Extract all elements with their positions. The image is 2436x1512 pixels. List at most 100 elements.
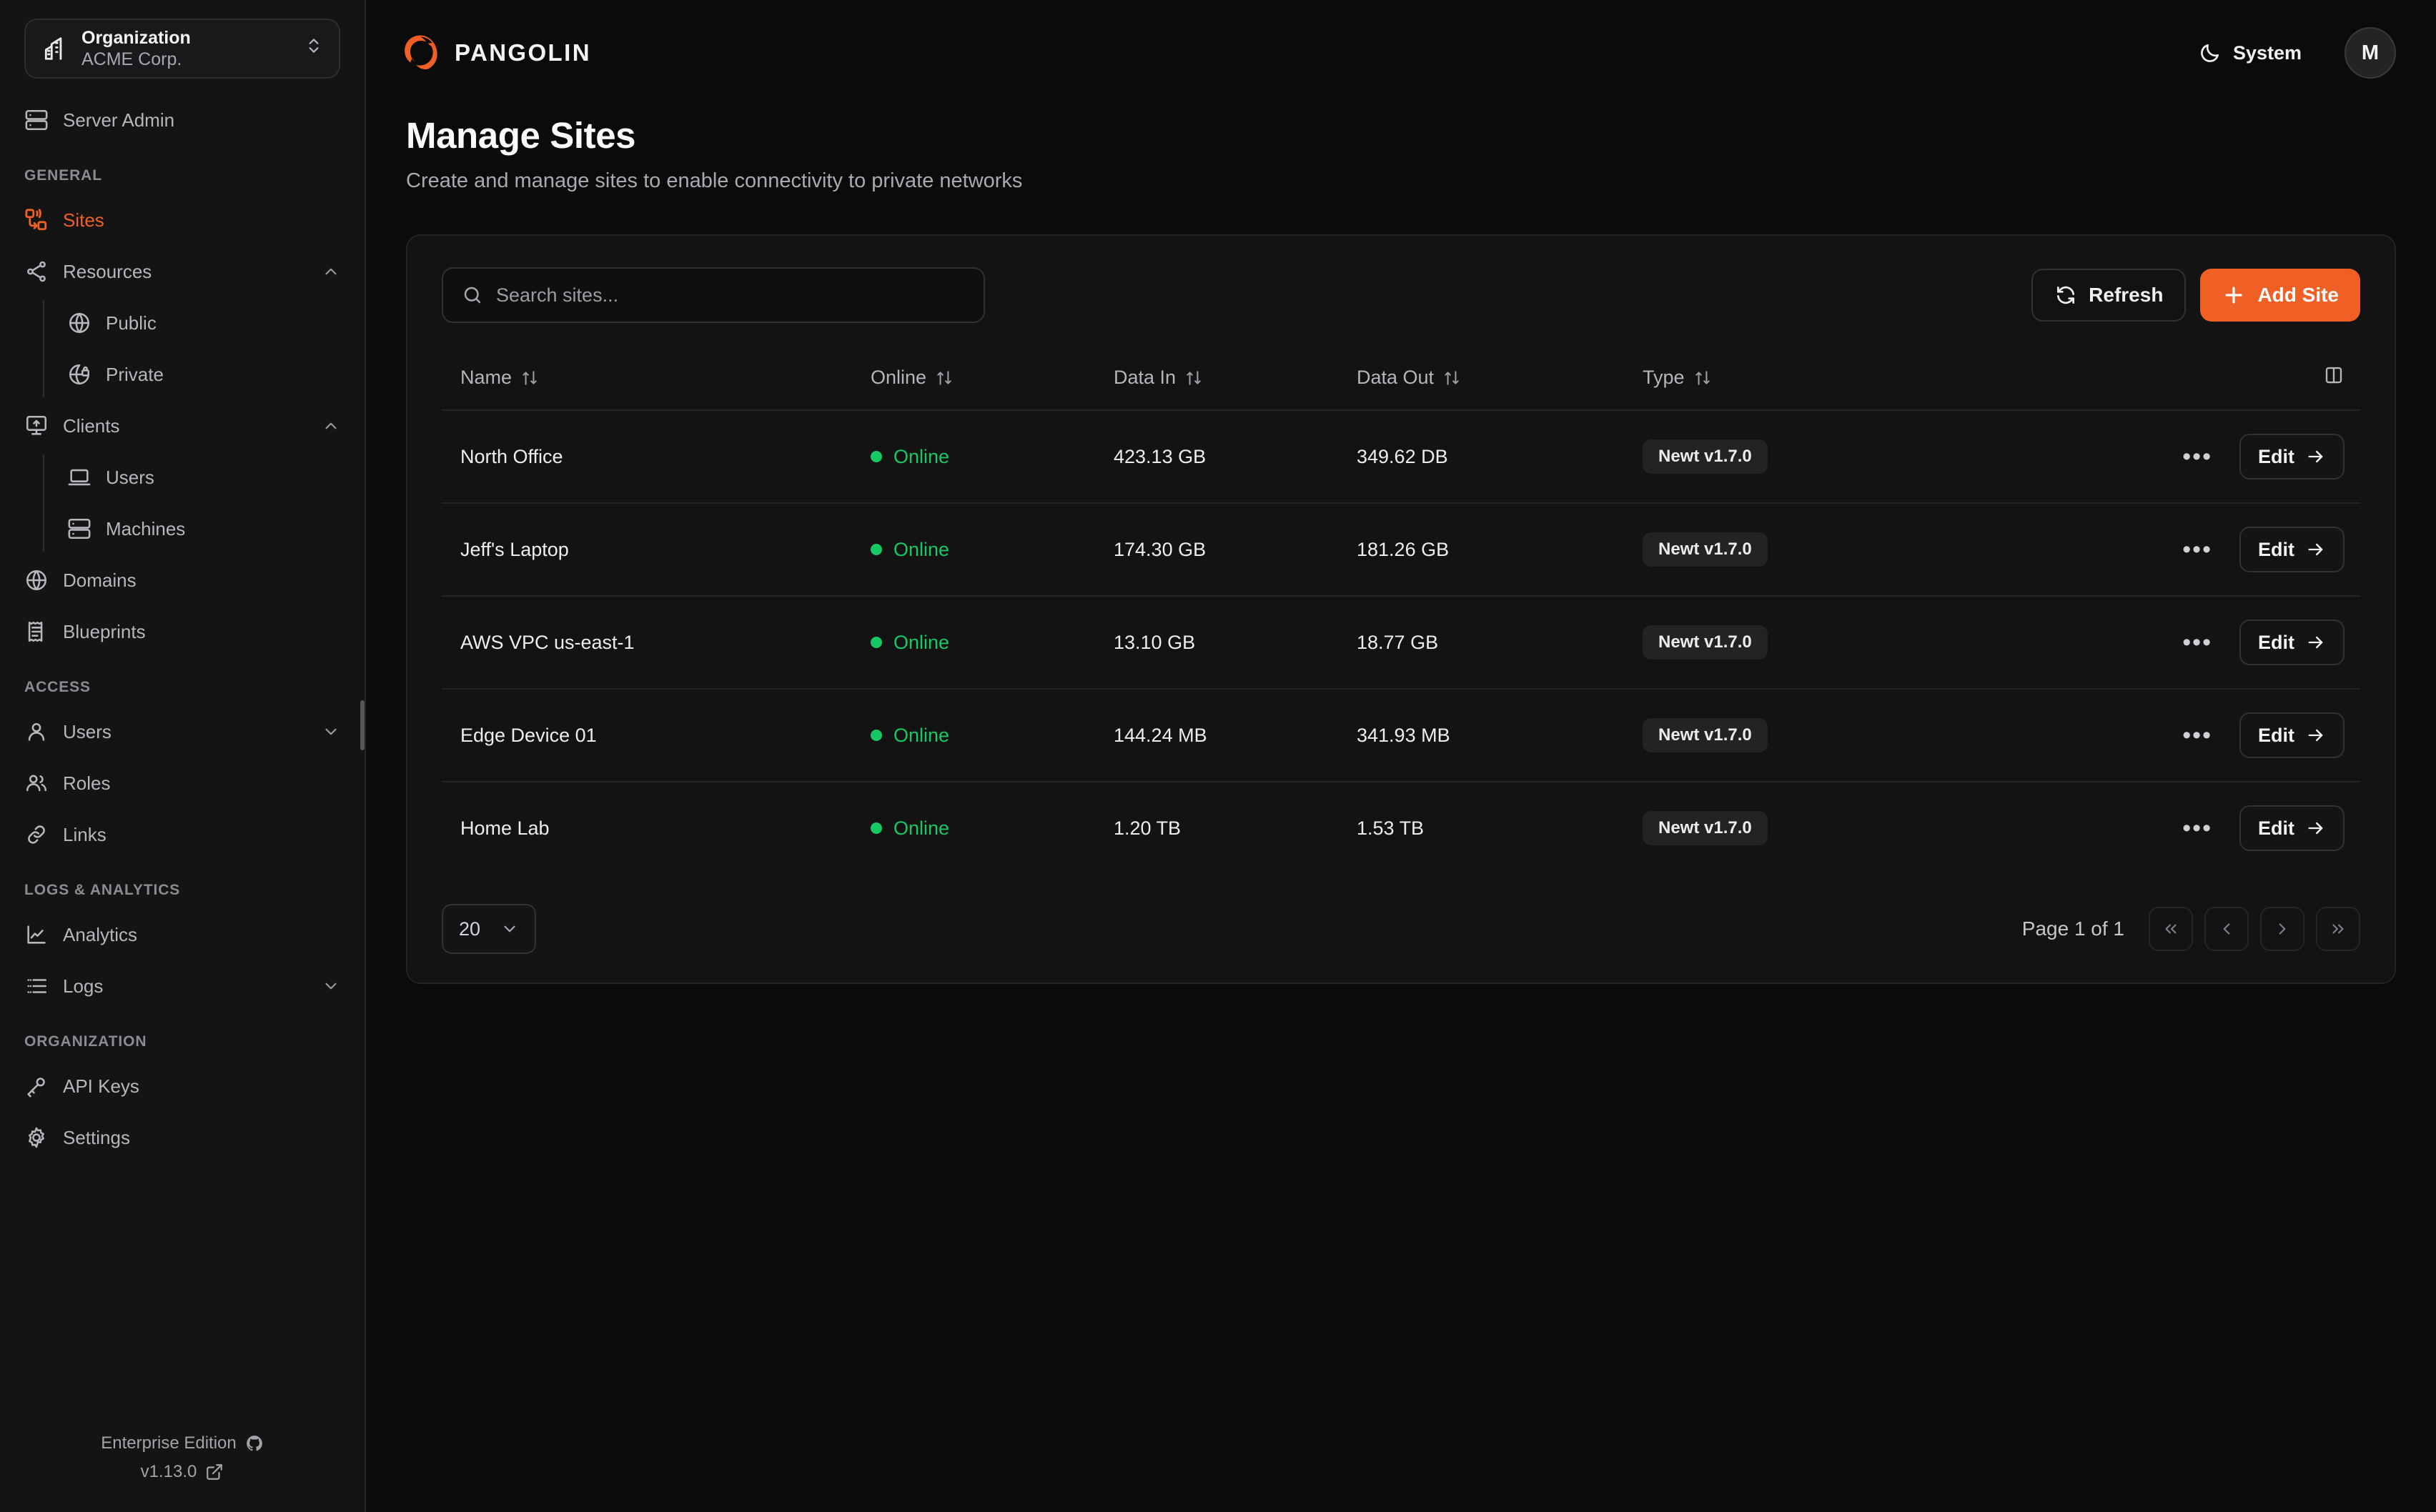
arrow-right-icon xyxy=(2306,539,2326,559)
cell-actions: ••• Edit xyxy=(2086,595,2360,689)
column-header-data-in[interactable]: Data In xyxy=(1114,349,1357,410)
edit-label: Edit xyxy=(2258,631,2294,653)
cell-type: Newt v1.7.0 xyxy=(1643,595,2086,689)
edit-label: Edit xyxy=(2258,538,2294,560)
sidebar-item-label: Analytics xyxy=(63,923,138,945)
table-row[interactable]: Edge Device 01 Online 144.24 MB 341.93 M… xyxy=(442,688,2360,782)
sidebar-item-label: Machines xyxy=(106,517,186,539)
list-icon xyxy=(24,974,49,998)
page-header: Manage Sites Create and manage sites to … xyxy=(366,106,2436,193)
version-line[interactable]: v1.13.0 xyxy=(0,1458,365,1486)
sidebar-item-users-clients[interactable]: Users xyxy=(43,452,365,503)
column-label: Data Out xyxy=(1357,367,1435,388)
status-badge: Online xyxy=(893,724,950,746)
pagination-buttons xyxy=(2149,907,2360,951)
sidebar-item-sites[interactable]: Sites xyxy=(0,194,365,246)
status-dot xyxy=(871,544,882,556)
sidebar-item-label: Blueprints xyxy=(63,620,146,642)
edit-button[interactable]: Edit xyxy=(2239,527,2345,572)
sidebar-item-server-admin[interactable]: Server Admin xyxy=(0,94,365,146)
edition-line[interactable]: Enterprise Edition xyxy=(0,1429,365,1458)
sidebar-item-clients[interactable]: Clients xyxy=(0,400,365,452)
sidebar-item-settings[interactable]: Settings xyxy=(0,1112,365,1163)
sidebar-item-logs[interactable]: Logs xyxy=(0,960,365,1012)
add-site-button[interactable]: Add Site xyxy=(2200,269,2360,322)
sidebar-item-links[interactable]: Links xyxy=(0,809,365,860)
type-badge: Newt v1.7.0 xyxy=(1643,718,1768,752)
column-header-online[interactable]: Online xyxy=(871,349,1114,410)
globe-icon xyxy=(24,568,49,592)
ellipsis-icon[interactable]: ••• xyxy=(2182,628,2212,656)
edit-button[interactable]: Edit xyxy=(2239,712,2345,758)
column-header-name[interactable]: Name xyxy=(442,349,871,410)
chevron-down-icon xyxy=(500,920,519,938)
table-row[interactable]: North Office Online 423.13 GB 349.62 DB … xyxy=(442,409,2360,503)
sidebar-item-analytics[interactable]: Analytics xyxy=(0,909,365,960)
ellipsis-icon[interactable]: ••• xyxy=(2182,814,2212,842)
edit-button[interactable]: Edit xyxy=(2239,805,2345,851)
sidebar-item-api-keys[interactable]: API Keys xyxy=(0,1060,365,1112)
search-input[interactable] xyxy=(496,284,965,307)
sidebar-item-private[interactable]: Private xyxy=(43,349,365,400)
table-row[interactable]: Jeff's Laptop Online 174.30 GB 181.26 GB… xyxy=(442,502,2360,596)
sidebar-item-label: Resources xyxy=(63,260,152,282)
cell-name: Home Lab xyxy=(442,781,871,874)
link-icon xyxy=(24,822,49,847)
ellipsis-icon[interactable]: ••• xyxy=(2182,721,2212,749)
search-box[interactable] xyxy=(442,267,985,323)
next-page-button[interactable] xyxy=(2260,907,2304,951)
cell-type: Newt v1.7.0 xyxy=(1643,409,2086,503)
sidebar-item-label: Sites xyxy=(63,209,104,231)
edit-label: Edit xyxy=(2258,445,2294,467)
sort-icon xyxy=(935,369,954,387)
sidebar-item-blueprints[interactable]: Blueprints xyxy=(0,606,365,657)
sidebar-item-label: Clients xyxy=(63,414,120,437)
page-subtitle: Create and manage sites to enable connec… xyxy=(406,169,1023,192)
refresh-label: Refresh xyxy=(2089,284,2164,306)
column-header-type[interactable]: Type xyxy=(1643,349,2086,410)
column-label: Online xyxy=(871,367,927,388)
sidebar-item-users[interactable]: Users xyxy=(0,706,365,757)
last-page-button[interactable] xyxy=(2316,907,2360,951)
organization-switcher[interactable]: Organization ACME Corp. xyxy=(24,19,340,79)
edit-button[interactable]: Edit xyxy=(2239,620,2345,665)
sidebar-item-public[interactable]: Public xyxy=(43,297,365,349)
sidebar-item-label: Settings xyxy=(63,1126,130,1148)
table-row[interactable]: AWS VPC us-east-1 Online 13.10 GB 18.77 … xyxy=(442,595,2360,689)
brand-name: PANGOLIN xyxy=(455,39,591,66)
globe-lock-icon xyxy=(67,362,91,387)
sidebar-item-machines[interactable]: Machines xyxy=(43,503,365,554)
refresh-button[interactable]: Refresh xyxy=(2031,269,2187,322)
page-size-select[interactable]: 20 xyxy=(442,904,537,954)
sidebar-section-general: GENERAL xyxy=(24,167,102,184)
column-header-data-out[interactable]: Data Out xyxy=(1357,349,1643,410)
first-page-button[interactable] xyxy=(2149,907,2193,951)
sidebar-item-domains[interactable]: Domains xyxy=(0,554,365,606)
chevron-up-icon[interactable] xyxy=(322,417,340,435)
chevron-down-icon[interactable] xyxy=(322,977,340,995)
ellipsis-icon[interactable]: ••• xyxy=(2182,535,2212,563)
sidebar-item-label: Domains xyxy=(63,569,137,591)
prev-page-button[interactable] xyxy=(2204,907,2249,951)
sidebar-item-resources[interactable]: Resources xyxy=(0,246,365,297)
cell-online: Online xyxy=(871,781,1114,874)
ellipsis-icon[interactable]: ••• xyxy=(2182,442,2212,470)
edit-button[interactable]: Edit xyxy=(2239,434,2345,479)
sort-icon xyxy=(1693,369,1712,387)
avatar[interactable]: M xyxy=(2345,27,2396,79)
server-icon xyxy=(24,108,49,132)
sidebar-item-roles[interactable]: Roles xyxy=(0,757,365,809)
status-badge: Online xyxy=(893,817,950,839)
table-row[interactable]: Home Lab Online 1.20 TB 1.53 TB Newt v1.… xyxy=(442,781,2360,874)
sidebar-nav: Server Admin GENERAL Sites xyxy=(0,94,365,1429)
table-head: Name Online xyxy=(442,349,2360,410)
sort-icon xyxy=(1442,369,1461,387)
chevron-up-icon[interactable] xyxy=(322,262,340,281)
sites-card: Refresh Add Site Name xyxy=(406,234,2396,984)
panel-columns-icon[interactable] xyxy=(2323,364,2345,386)
theme-toggle[interactable]: System xyxy=(2187,34,2313,71)
sidebar-scrollbar-thumb[interactable] xyxy=(360,700,365,750)
chevron-down-icon[interactable] xyxy=(322,722,340,741)
brand[interactable]: PANGOLIN xyxy=(400,33,591,73)
page-size-value: 20 xyxy=(459,917,481,940)
